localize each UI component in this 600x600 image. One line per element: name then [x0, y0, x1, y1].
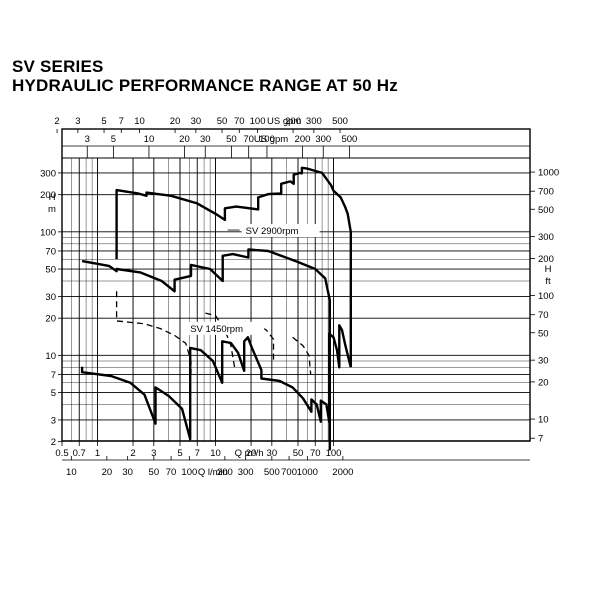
- x-tick-label-m3h: 0.5: [55, 448, 68, 459]
- x-tick-label-usgpm: 30: [191, 116, 202, 127]
- y-tick-label-ft: 7: [538, 434, 543, 445]
- x-tick-label-gpm2: 5: [111, 134, 116, 145]
- y-axis-label-h: H: [49, 192, 56, 203]
- y-tick-label-ft: 200: [538, 254, 554, 265]
- y-tick-label-ft: 20: [538, 377, 549, 388]
- plot-frame: [61, 128, 531, 442]
- y-tick-label-m: 100: [40, 227, 56, 238]
- y-tick-label-m: 10: [45, 351, 56, 362]
- y-axis-label-ft: ft: [545, 276, 551, 287]
- x-tick-label-m3h: 0.7: [73, 448, 86, 459]
- x-tick-label-m3h: 100: [326, 448, 342, 459]
- x-tick-label-lpm: 700: [281, 467, 297, 478]
- x-tick-label-usgpm: 2: [54, 116, 59, 127]
- y-tick-label-ft: 300: [538, 232, 554, 243]
- x-tick-label-lpm: 30: [122, 467, 133, 478]
- x-tick-label-lpm: 500: [264, 467, 280, 478]
- x-tick-label-gpm2: 3: [85, 134, 90, 145]
- x-tick-label-gpm2: 50: [226, 134, 237, 145]
- annotation-bg-1450: [186, 321, 265, 335]
- x-tick-label-gpm2: 70: [243, 134, 254, 145]
- x-axis-label-m3h: Q m³/h: [235, 448, 264, 459]
- x-tick-label-gpm2: 300: [315, 134, 331, 145]
- annotation-2900rpm: SV 2900rpm: [246, 226, 299, 237]
- x-axis-label-gpm-top: US gpm: [267, 116, 301, 127]
- chart-subtitle: HYDRAULIC PERFORMANCE RANGE AT 50 Hz: [12, 76, 398, 95]
- annotation-bg-2900: [241, 224, 320, 238]
- x-tick-label-lpm: 1000: [297, 467, 318, 478]
- x-tick-label-usgpm: 50: [217, 116, 228, 127]
- x-tick-label-usgpm: 100: [250, 116, 266, 127]
- x-axis-label-usgpm: US gpm: [254, 134, 288, 145]
- x-axis-label-lpm: Q l/min: [198, 467, 228, 478]
- x-tick-label-lpm: 50: [149, 467, 160, 478]
- y-tick-label-ft: 100: [538, 291, 554, 302]
- x-tick-label-lpm: 10: [66, 467, 77, 478]
- x-tick-label-gpm2: 30: [200, 134, 211, 145]
- x-tick-label-lpm: 200: [217, 467, 233, 478]
- x-tick-label-gpm2: 10: [144, 134, 155, 145]
- x-tick-label-lpm: 20: [102, 467, 113, 478]
- y-tick-label-m: 20: [45, 314, 56, 325]
- x-tick-label-usgpm: 5: [101, 116, 106, 127]
- y-axis-label-h-right: H: [545, 264, 552, 275]
- x-tick-label-m3h: 1: [95, 448, 100, 459]
- x-tick-label-m3h: 10: [210, 448, 221, 459]
- x-tick-label-gpm2: 200: [295, 134, 311, 145]
- x-tick-label-usgpm: 10: [134, 116, 145, 127]
- y-tick-label-ft: 50: [538, 328, 549, 339]
- x-tick-label-usgpm: 7: [119, 116, 124, 127]
- series-curve-1: [115, 166, 352, 368]
- x-tick-label-m3h: 3: [151, 448, 156, 459]
- x-tick-label-gpm2: 20: [179, 134, 190, 145]
- dashed-overlay-2: [244, 321, 275, 361]
- chart-title: SV SERIES: [12, 57, 104, 76]
- x-tick-label-usgpm: 20: [170, 116, 181, 127]
- y-tick-label-m: 30: [45, 292, 56, 303]
- dashed-overlay-3: [292, 336, 312, 375]
- y-tick-label-m: 200: [40, 190, 56, 201]
- y-tick-label-m: 7: [51, 370, 56, 381]
- x-tick-label-lpm: 100: [181, 467, 197, 478]
- y-tick-label-m: 50: [45, 265, 56, 276]
- y-tick-label-ft: 700: [538, 187, 554, 198]
- dashed-overlay-1: [205, 312, 236, 371]
- y-axis-label-m: m: [48, 204, 56, 215]
- x-tick-label-m3h: 70: [310, 448, 321, 459]
- x-tick-label-m3h: 20: [246, 448, 257, 459]
- y-tick-label-m: 3: [51, 415, 56, 426]
- x-tick-label-usgpm: 500: [332, 116, 348, 127]
- y-tick-label-ft: 30: [538, 356, 549, 367]
- x-tick-label-lpm: 70: [166, 467, 177, 478]
- x-tick-label-usgpm: 3: [75, 116, 80, 127]
- x-tick-label-m3h: 50: [293, 448, 304, 459]
- x-tick-label-m3h: 5: [177, 448, 182, 459]
- x-tick-label-m3h: 7: [195, 448, 200, 459]
- y-tick-label-m: 2: [51, 437, 56, 448]
- x-tick-label-usgpm: 70: [234, 116, 245, 127]
- x-tick-label-usgpm: 300: [306, 116, 322, 127]
- y-tick-label-ft: 70: [538, 310, 549, 321]
- y-tick-label-m: 70: [45, 246, 56, 257]
- x-tick-label-lpm: 300: [238, 467, 254, 478]
- x-tick-label-gpm2: 100: [259, 134, 275, 145]
- series-curve-4: [115, 291, 192, 375]
- y-tick-label-ft: 1000: [538, 168, 559, 179]
- x-tick-label-usgpm: 200: [285, 116, 301, 127]
- x-tick-label-lpm: 2000: [332, 467, 353, 478]
- series-curve-3: [80, 324, 352, 441]
- series-curve-2: [81, 248, 331, 451]
- y-tick-label-m: 300: [40, 168, 56, 179]
- x-tick-label-m3h: 30: [267, 448, 278, 459]
- y-tick-label-ft: 500: [538, 205, 554, 216]
- x-tick-label-gpm2: 500: [341, 134, 357, 145]
- y-tick-label-ft: 10: [538, 415, 549, 426]
- annotation-1450rpm: SV 1450rpm: [190, 324, 243, 335]
- x-tick-label-m3h: 2: [130, 448, 135, 459]
- y-tick-label-m: 5: [51, 388, 56, 399]
